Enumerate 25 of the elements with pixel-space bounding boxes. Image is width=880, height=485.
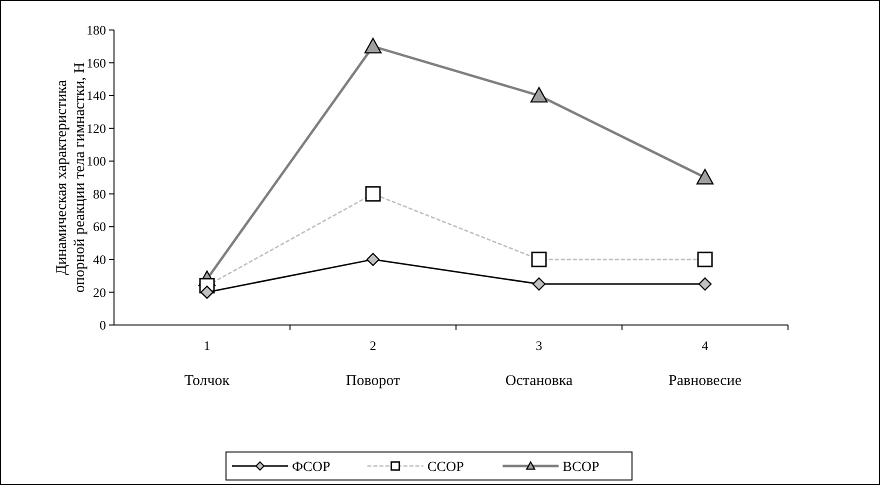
y-tick-label: 40 [93, 252, 106, 267]
category-label: 3 Остановка [505, 338, 573, 389]
legend-label: ССОР [427, 460, 464, 475]
category-label: 2 Поворот [346, 338, 400, 389]
y-tick-label: 0 [100, 318, 106, 333]
legend-label: ВСОР [562, 460, 600, 475]
y-axis-title: Динамическая характеристика опорной реакции тела гимнастки, Н [54, 62, 88, 293]
point [200, 286, 214, 299]
y-tick-label: 160 [86, 55, 106, 70]
point [366, 252, 380, 266]
category-label: 4 Равновесие [668, 338, 742, 389]
category-label: 1 Толчок [184, 338, 230, 389]
y-tick-label: 100 [86, 154, 106, 169]
point [530, 86, 548, 103]
y-tick-label: 120 [86, 120, 106, 136]
legend-label: ФСОР [292, 460, 331, 475]
point [532, 277, 546, 291]
y-tick-label: 20 [93, 284, 106, 300]
point [698, 277, 712, 291]
point [364, 38, 382, 54]
point [696, 168, 714, 184]
y-tick-label: 80 [93, 186, 106, 202]
y-tick-label: 60 [93, 219, 106, 234]
y-tick-label: 140 [86, 88, 106, 104]
y-tick-label: 180 [86, 22, 106, 38]
